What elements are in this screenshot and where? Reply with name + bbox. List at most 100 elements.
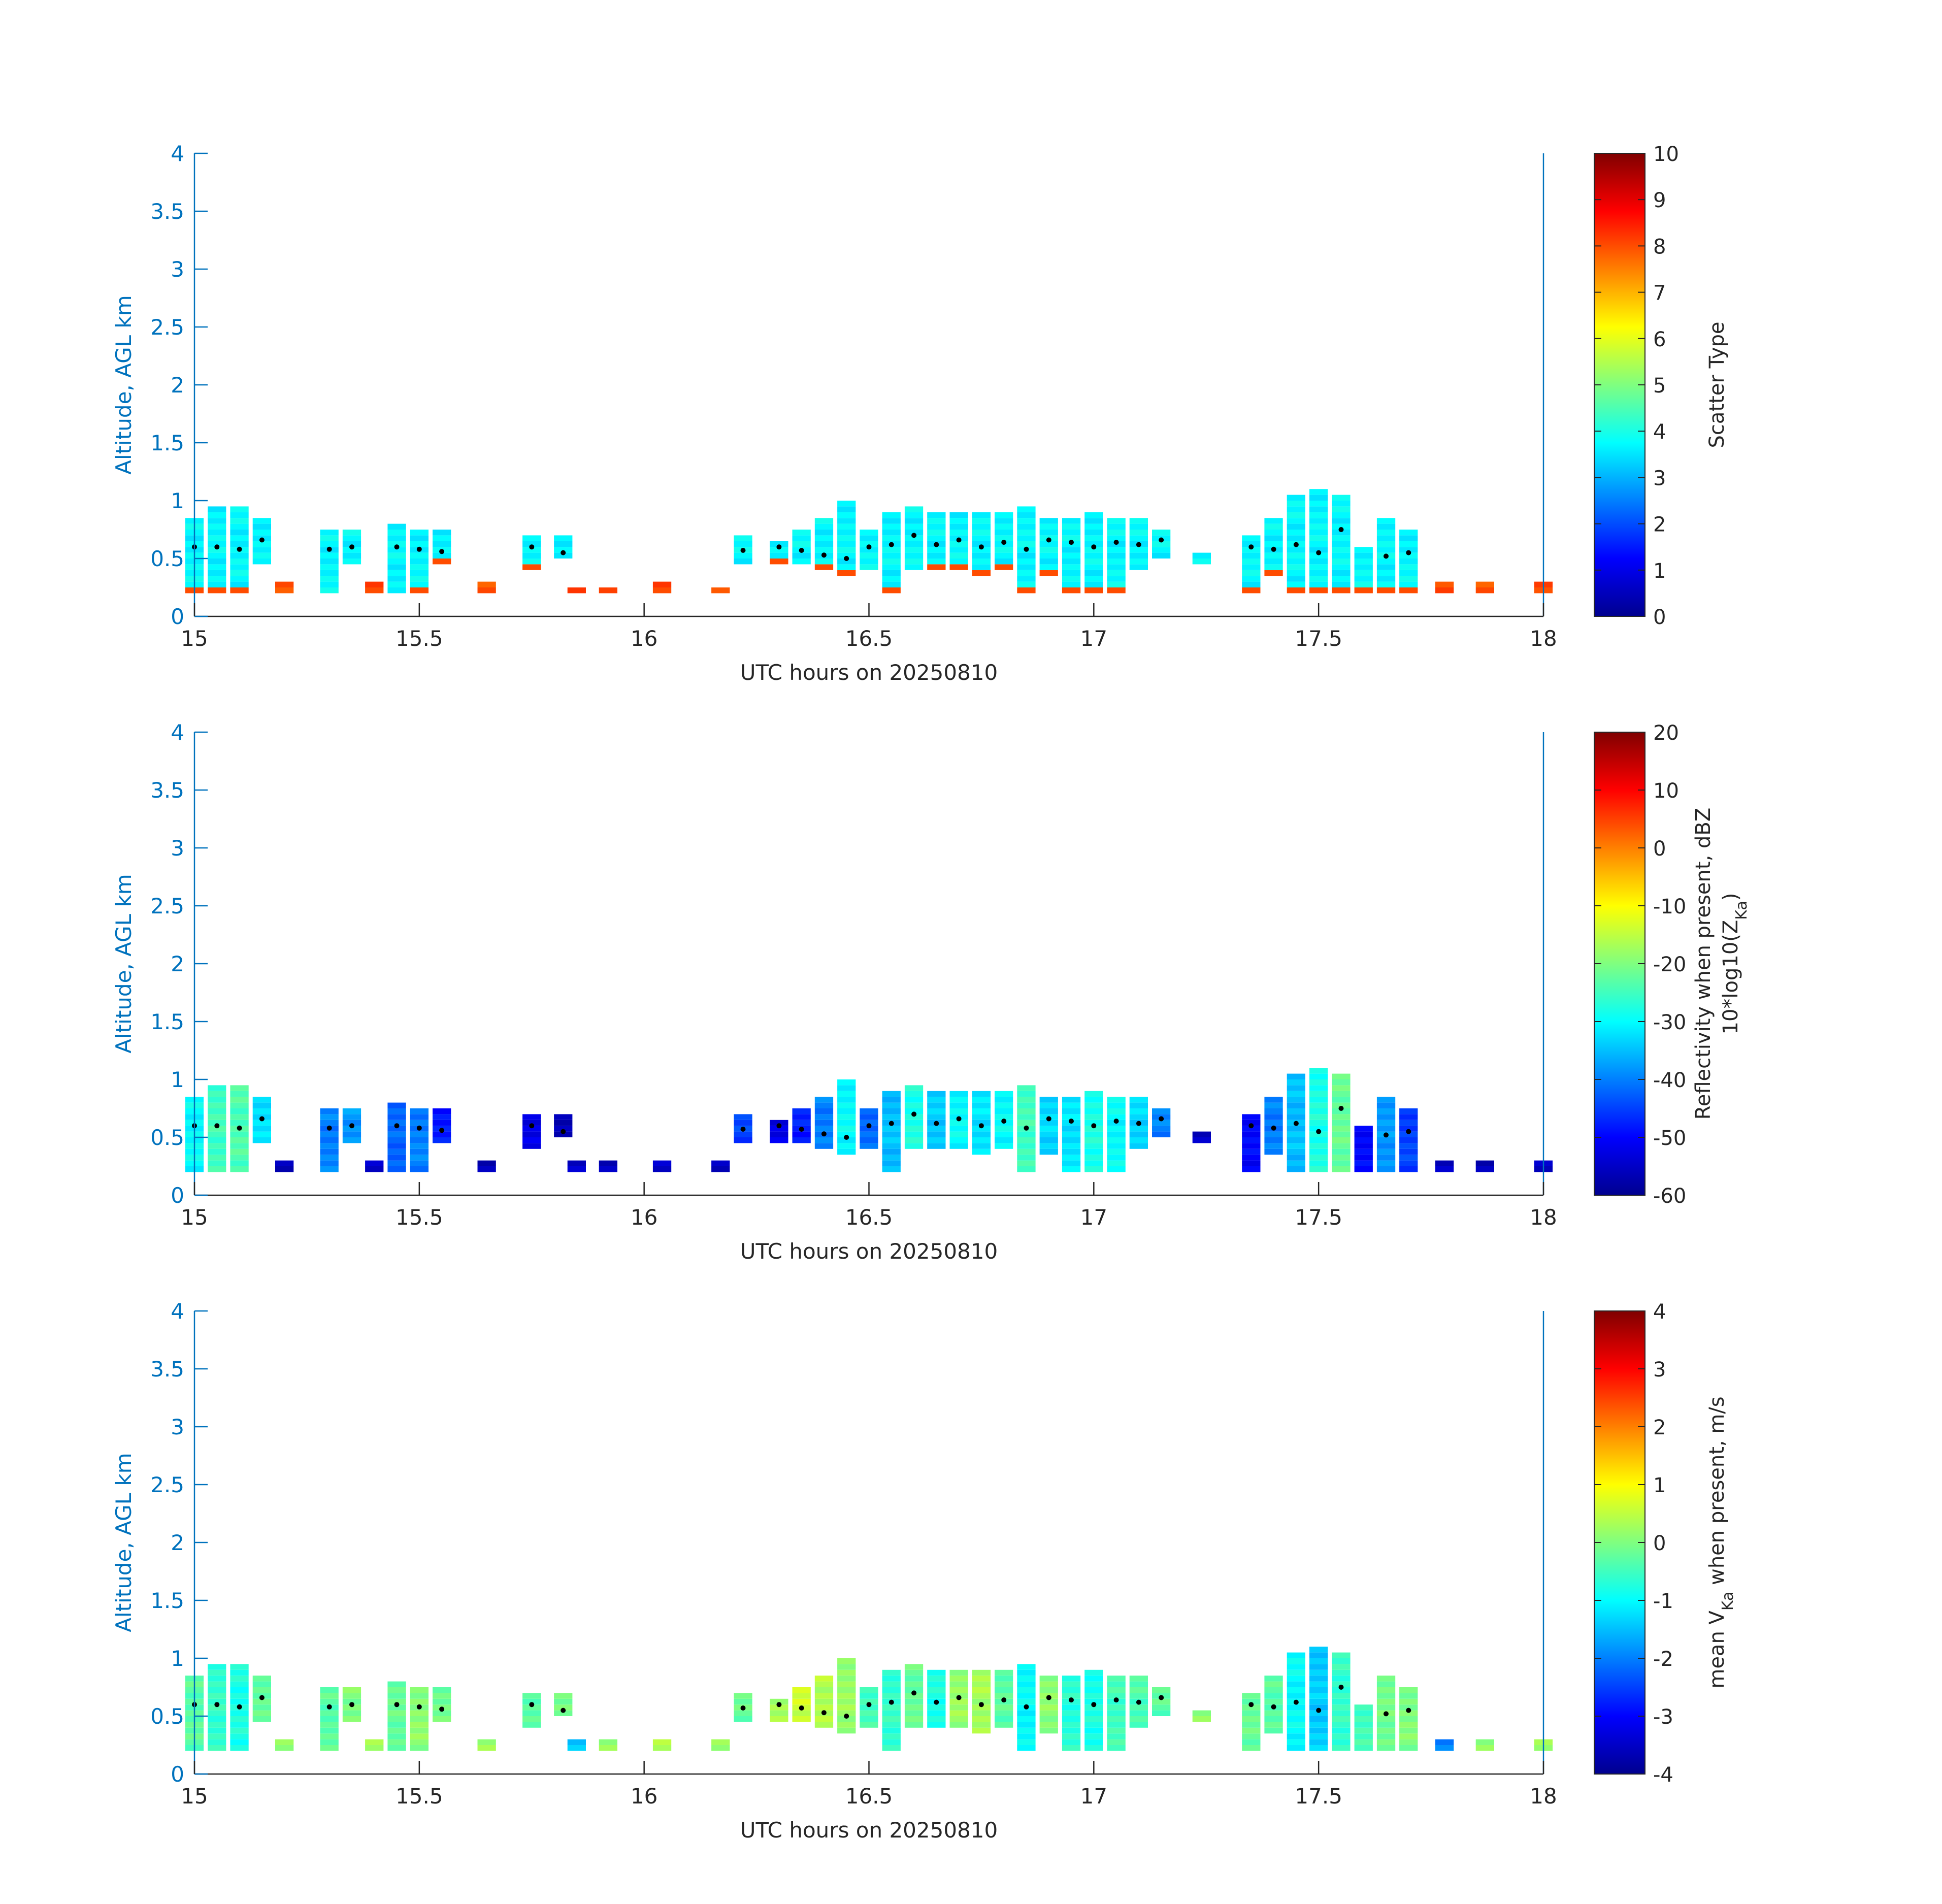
heatmap-cell [208, 1160, 226, 1166]
heatmap-cell [208, 523, 226, 530]
x-tick-label: 16 [631, 1784, 657, 1809]
heatmap-cell [882, 552, 901, 559]
heatmap-cell [882, 1710, 901, 1716]
heatmap-cell [972, 1102, 991, 1108]
heatmap-cell [837, 564, 856, 570]
heatmap-cell [1039, 1710, 1058, 1716]
heatmap-cell [904, 1097, 924, 1103]
heatmap-cell [1242, 1727, 1261, 1734]
heatmap-cell [1309, 1664, 1328, 1670]
heatmap-cell [230, 518, 249, 524]
heatmap-cell [410, 564, 429, 570]
heatmap-cell [711, 587, 730, 594]
heatmap-cell [1242, 1166, 1261, 1172]
heatmap-cell [1017, 1137, 1036, 1143]
heatmap-cell [837, 1681, 856, 1687]
heatmap-cell [1354, 1733, 1373, 1739]
heatmap-cell [882, 1687, 901, 1693]
heatmap-cell [949, 1091, 968, 1097]
heatmap-cell [1287, 1126, 1305, 1132]
heatmap-cell [949, 1108, 968, 1114]
x-axis-label: UTC hours on 20250810 [740, 1239, 998, 1264]
heatmap-cell [410, 1137, 429, 1143]
heatmap-cell [410, 541, 429, 547]
heatmap-cell [252, 1137, 271, 1143]
colorbar-label: Scatter Type [1705, 322, 1729, 448]
heatmap-cell [837, 1137, 856, 1143]
heatmap-cell [1129, 523, 1148, 530]
heatmap-cell [972, 1698, 991, 1705]
heatmap-cell [882, 547, 901, 553]
heatmap-cell [882, 1727, 901, 1734]
heatmap-cell [770, 1716, 788, 1722]
heatmap-cell [208, 1143, 226, 1149]
heatmap-cell [949, 1722, 968, 1728]
heatmap-cell [387, 1739, 406, 1745]
heatmap-cell [949, 523, 968, 530]
heatmap-cell [792, 1693, 811, 1699]
heatmap-cell [860, 1687, 878, 1693]
heatmap-cell [1062, 1143, 1081, 1149]
heatmap-cell [275, 1160, 294, 1166]
heatmap-cell [860, 541, 878, 547]
heatmap-cell [1242, 1716, 1261, 1722]
heatmap-cell [387, 564, 406, 570]
heatmap-cell [972, 1704, 991, 1711]
heatmap-cell [554, 1126, 573, 1132]
heatmap-cell [995, 1137, 1013, 1143]
heatmap-cell [949, 564, 968, 570]
heatmap-cell [342, 1687, 361, 1693]
heatmap-cell [1129, 559, 1148, 565]
heatmap-cell [882, 1102, 901, 1108]
heatmap-cell [320, 1727, 339, 1734]
panel-reflectivity: 0 0.5 1 1.5 2 2.5 3 3.5 4 15 15.5 16 16.5 17 17.5 18 UTC… [111, 720, 1751, 1264]
heatmap-cell [995, 1097, 1013, 1103]
heatmap-cell [1084, 1091, 1103, 1097]
heatmap-cell [1129, 1097, 1148, 1103]
heatmap-cell [410, 1155, 429, 1161]
heatmap-cell [1332, 1652, 1351, 1658]
heatmap-cell [904, 541, 924, 547]
heatmap-cell [860, 1126, 878, 1132]
heatmap-cell [904, 1131, 924, 1137]
heatmap-cell [230, 1727, 249, 1734]
x-tick-label: 16.5 [845, 626, 893, 651]
heatmap-cell [995, 1669, 1013, 1676]
heatmap-cell [972, 559, 991, 565]
heatmap-cell [860, 552, 878, 559]
heatmap-cell [1332, 1073, 1351, 1079]
heatmap-cell [1264, 518, 1283, 524]
cloud-base-dot [349, 544, 354, 550]
cloud-base-dot [237, 546, 242, 552]
heatmap-cell [208, 1710, 226, 1716]
heatmap-cell [387, 1102, 406, 1108]
heatmap-cell [1039, 1102, 1058, 1108]
cloud-base-dot [561, 1129, 566, 1134]
heatmap-cell [1287, 1085, 1305, 1091]
heatmap-cell [904, 1687, 924, 1693]
heatmap-cell [1399, 1739, 1418, 1745]
heatmap-cell [275, 587, 294, 594]
heatmap-cell [927, 1710, 946, 1716]
heatmap-cell [387, 1687, 406, 1693]
heatmap-cell [1129, 547, 1148, 553]
heatmap-cell [1129, 552, 1148, 559]
heatmap-cell [860, 1710, 878, 1716]
heatmap-cell [410, 581, 429, 587]
heatmap-cell [1039, 564, 1058, 570]
heatmap-cell [1376, 1716, 1396, 1722]
heatmap-cell [252, 1108, 271, 1114]
heatmap-cell [387, 576, 406, 582]
heatmap-cell [1264, 1727, 1283, 1734]
heatmap-cell [814, 1716, 834, 1722]
heatmap-cell [927, 1693, 946, 1699]
heatmap-cell [792, 1114, 811, 1120]
heatmap-cell [1017, 1698, 1036, 1705]
heatmap-cell [230, 541, 249, 547]
heatmap-cell [1376, 1102, 1396, 1108]
heatmap-cell [1062, 530, 1081, 536]
heatmap-cell [1017, 506, 1036, 512]
heatmap-cell [252, 1716, 271, 1722]
heatmap-cell [410, 1687, 429, 1693]
